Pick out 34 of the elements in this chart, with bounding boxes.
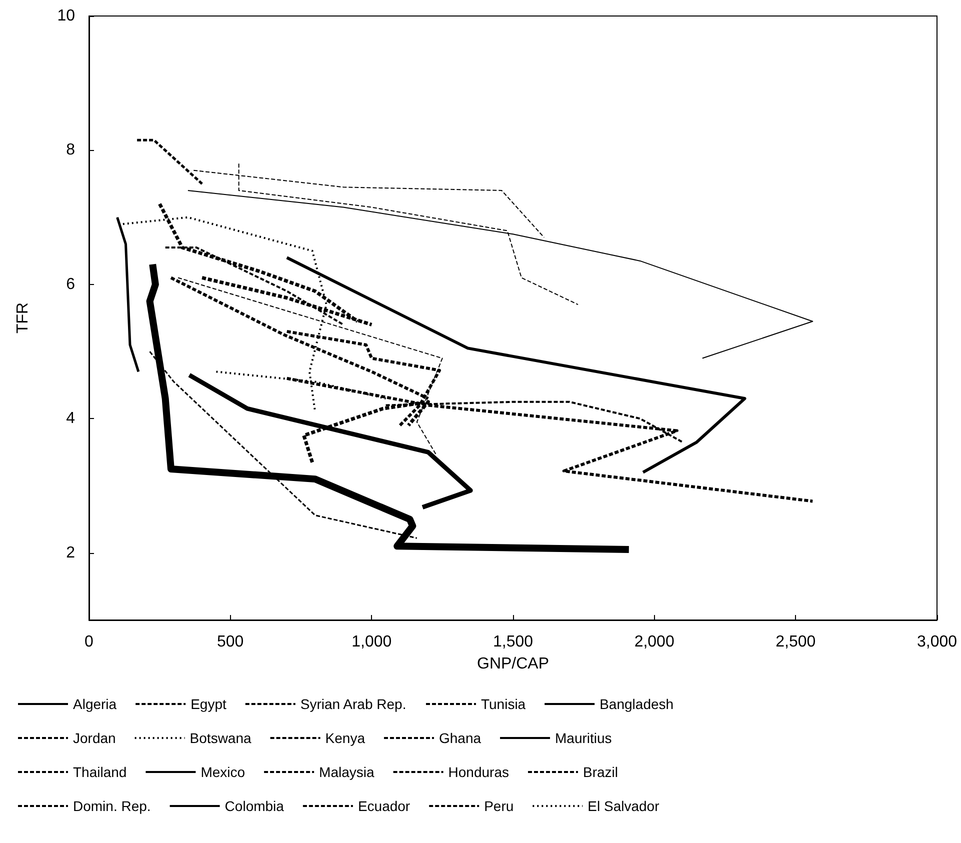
- legend-label: Mauritius: [555, 730, 612, 746]
- legend-label: Jordan: [73, 730, 116, 746]
- legend-label: Botswana: [190, 730, 252, 746]
- legend-label: Colombia: [224, 798, 284, 814]
- x-tick-label: 3,000: [916, 634, 958, 650]
- legend-label: Tunisia: [480, 696, 526, 712]
- legend-label: Kenya: [325, 730, 366, 746]
- y-tick-label: 6: [66, 276, 76, 293]
- legend-label: Brazil: [582, 764, 618, 780]
- legend-label: El Salvador: [588, 798, 660, 814]
- x-tick-label: 0: [84, 634, 94, 650]
- x-tick-label: 1,500: [492, 634, 534, 650]
- legend-label: Egypt: [190, 696, 226, 712]
- y-tick-label: 8: [66, 142, 76, 159]
- legend-label: Algeria: [73, 696, 117, 712]
- y-tick-label: 4: [66, 410, 76, 428]
- x-tick-label: 2,000: [634, 634, 674, 650]
- y-axis-title: TFR: [14, 302, 32, 334]
- legend-label: Peru: [484, 798, 514, 814]
- legend-label: Thailand: [73, 764, 127, 780]
- x-tick-label: 500: [216, 634, 244, 650]
- legend-label: Malaysia: [319, 764, 375, 780]
- legend-label: Ghana: [438, 730, 482, 746]
- x-axis-title: GNP/CAP: [476, 656, 550, 672]
- y-tick-label: 10: [57, 8, 76, 24]
- legend-label: Mexico: [200, 764, 246, 780]
- legend-label: Ecuador: [358, 798, 410, 814]
- x-tick-label: 1,000: [352, 634, 392, 650]
- legend-label: Honduras: [448, 764, 509, 780]
- legend-label: Bangladesh: [600, 696, 674, 712]
- y-tick-label: 2: [66, 544, 76, 562]
- x-tick-label: 2,500: [776, 634, 816, 650]
- legend-label: Domin. Rep.: [73, 798, 151, 814]
- legend-label: Syrian Arab Rep.: [300, 696, 406, 712]
